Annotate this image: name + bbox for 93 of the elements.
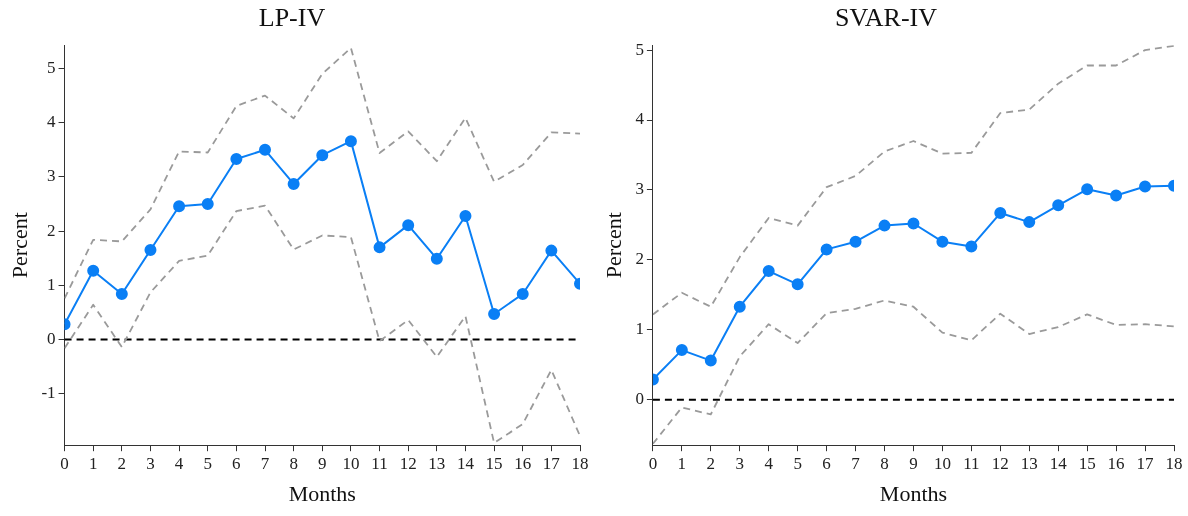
x-tick-label: 15: [485, 453, 503, 473]
y-axis-title: Percent: [6, 212, 32, 279]
y-tick-label: 2: [47, 220, 56, 240]
point: [1052, 199, 1065, 212]
point: [1023, 216, 1036, 229]
x-tick-label: 14: [456, 453, 475, 473]
point: [762, 265, 775, 278]
y-tick-label: 1: [47, 274, 56, 294]
x-tick-label: 11: [371, 453, 388, 473]
point: [545, 244, 558, 257]
x-tick-label: 17: [542, 453, 561, 473]
point: [878, 219, 891, 232]
y-axis-title: Percent: [600, 212, 626, 279]
x-tick-label: 7: [851, 453, 861, 473]
x-tick-label: 11: [963, 453, 980, 473]
point: [849, 235, 862, 248]
x-tick-label: 1: [677, 453, 687, 473]
x-axis-title: Months: [879, 480, 948, 506]
chart-title: SVAR-IV: [834, 3, 938, 33]
point: [1081, 183, 1094, 196]
point: [87, 264, 100, 277]
y-tick-label: 0: [47, 328, 56, 348]
x-tick-label: 1: [88, 453, 98, 473]
point: [259, 143, 272, 156]
point: [402, 219, 415, 232]
x-tick-label: 2: [706, 453, 716, 473]
x-tick-label: 3: [146, 453, 155, 473]
y-tick-label: 2: [635, 249, 644, 269]
line-series: [652, 45, 1174, 316]
y-tick-label: 5: [635, 39, 644, 59]
point: [173, 200, 186, 213]
point: [1139, 180, 1152, 193]
point: [907, 217, 920, 230]
x-tick-label: 12: [991, 453, 1009, 473]
y-tick-label: 0: [635, 389, 644, 409]
y-tick-label: 1: [635, 319, 644, 339]
x-tick-label: 4: [764, 453, 774, 473]
x-tick-label: 7: [260, 453, 270, 473]
x-tick-label: 13: [428, 453, 446, 473]
x-tick-label: 4: [174, 453, 184, 473]
point: [965, 240, 978, 253]
x-tick-label: 13: [1020, 453, 1038, 473]
x-tick-label: 5: [203, 453, 212, 473]
x-tick-label: 17: [1136, 453, 1155, 473]
x-axis-title: Months: [288, 480, 356, 506]
x-tick-label: 18: [571, 453, 589, 473]
point: [230, 153, 243, 166]
x-tick-label: 14: [1049, 453, 1068, 473]
point: [287, 177, 300, 190]
point: [115, 287, 128, 300]
y-tick-label: 4: [635, 109, 645, 129]
line-series: [64, 47, 580, 300]
point: [144, 244, 157, 257]
y-tick-label: 3: [635, 179, 644, 199]
chart-title: LP-IV: [258, 3, 326, 33]
y-tick-label: 4: [47, 112, 57, 132]
x-tick-label: 6: [232, 453, 241, 473]
x-tick-label: 9: [318, 453, 327, 473]
point: [373, 241, 386, 254]
x-tick-label: 6: [822, 453, 831, 473]
point: [675, 344, 688, 357]
x-tick-label: 15: [1078, 453, 1096, 473]
x-tick-label: 5: [793, 453, 802, 473]
point: [994, 207, 1007, 220]
point: [344, 135, 357, 148]
point: [936, 235, 949, 248]
y-tick-label: -1: [41, 383, 56, 403]
x-tick-label: 0: [60, 453, 69, 473]
point: [316, 149, 329, 162]
x-tick-label: 9: [909, 453, 918, 473]
point: [704, 354, 717, 367]
x-tick-label: 10: [933, 453, 951, 473]
point: [459, 209, 472, 222]
x-tick-label: 8: [289, 453, 298, 473]
x-tick-label: 16: [1107, 453, 1125, 473]
point: [1110, 189, 1123, 202]
point: [820, 243, 833, 256]
point: [201, 198, 214, 211]
x-tick-label: 0: [648, 453, 658, 473]
point: [791, 278, 804, 291]
point: [733, 300, 746, 313]
point: [516, 287, 529, 300]
point: [488, 308, 501, 321]
x-tick-label: 12: [399, 453, 417, 473]
x-tick-label: 16: [514, 453, 532, 473]
x-tick-label: 8: [880, 453, 889, 473]
y-tick-label: 3: [47, 166, 56, 186]
y-tick-label: 5: [47, 57, 56, 77]
x-tick-label: 18: [1165, 453, 1183, 473]
x-tick-label: 10: [342, 453, 360, 473]
point: [430, 252, 443, 265]
x-tick-label: 2: [117, 453, 127, 473]
x-tick-label: 3: [735, 453, 744, 473]
